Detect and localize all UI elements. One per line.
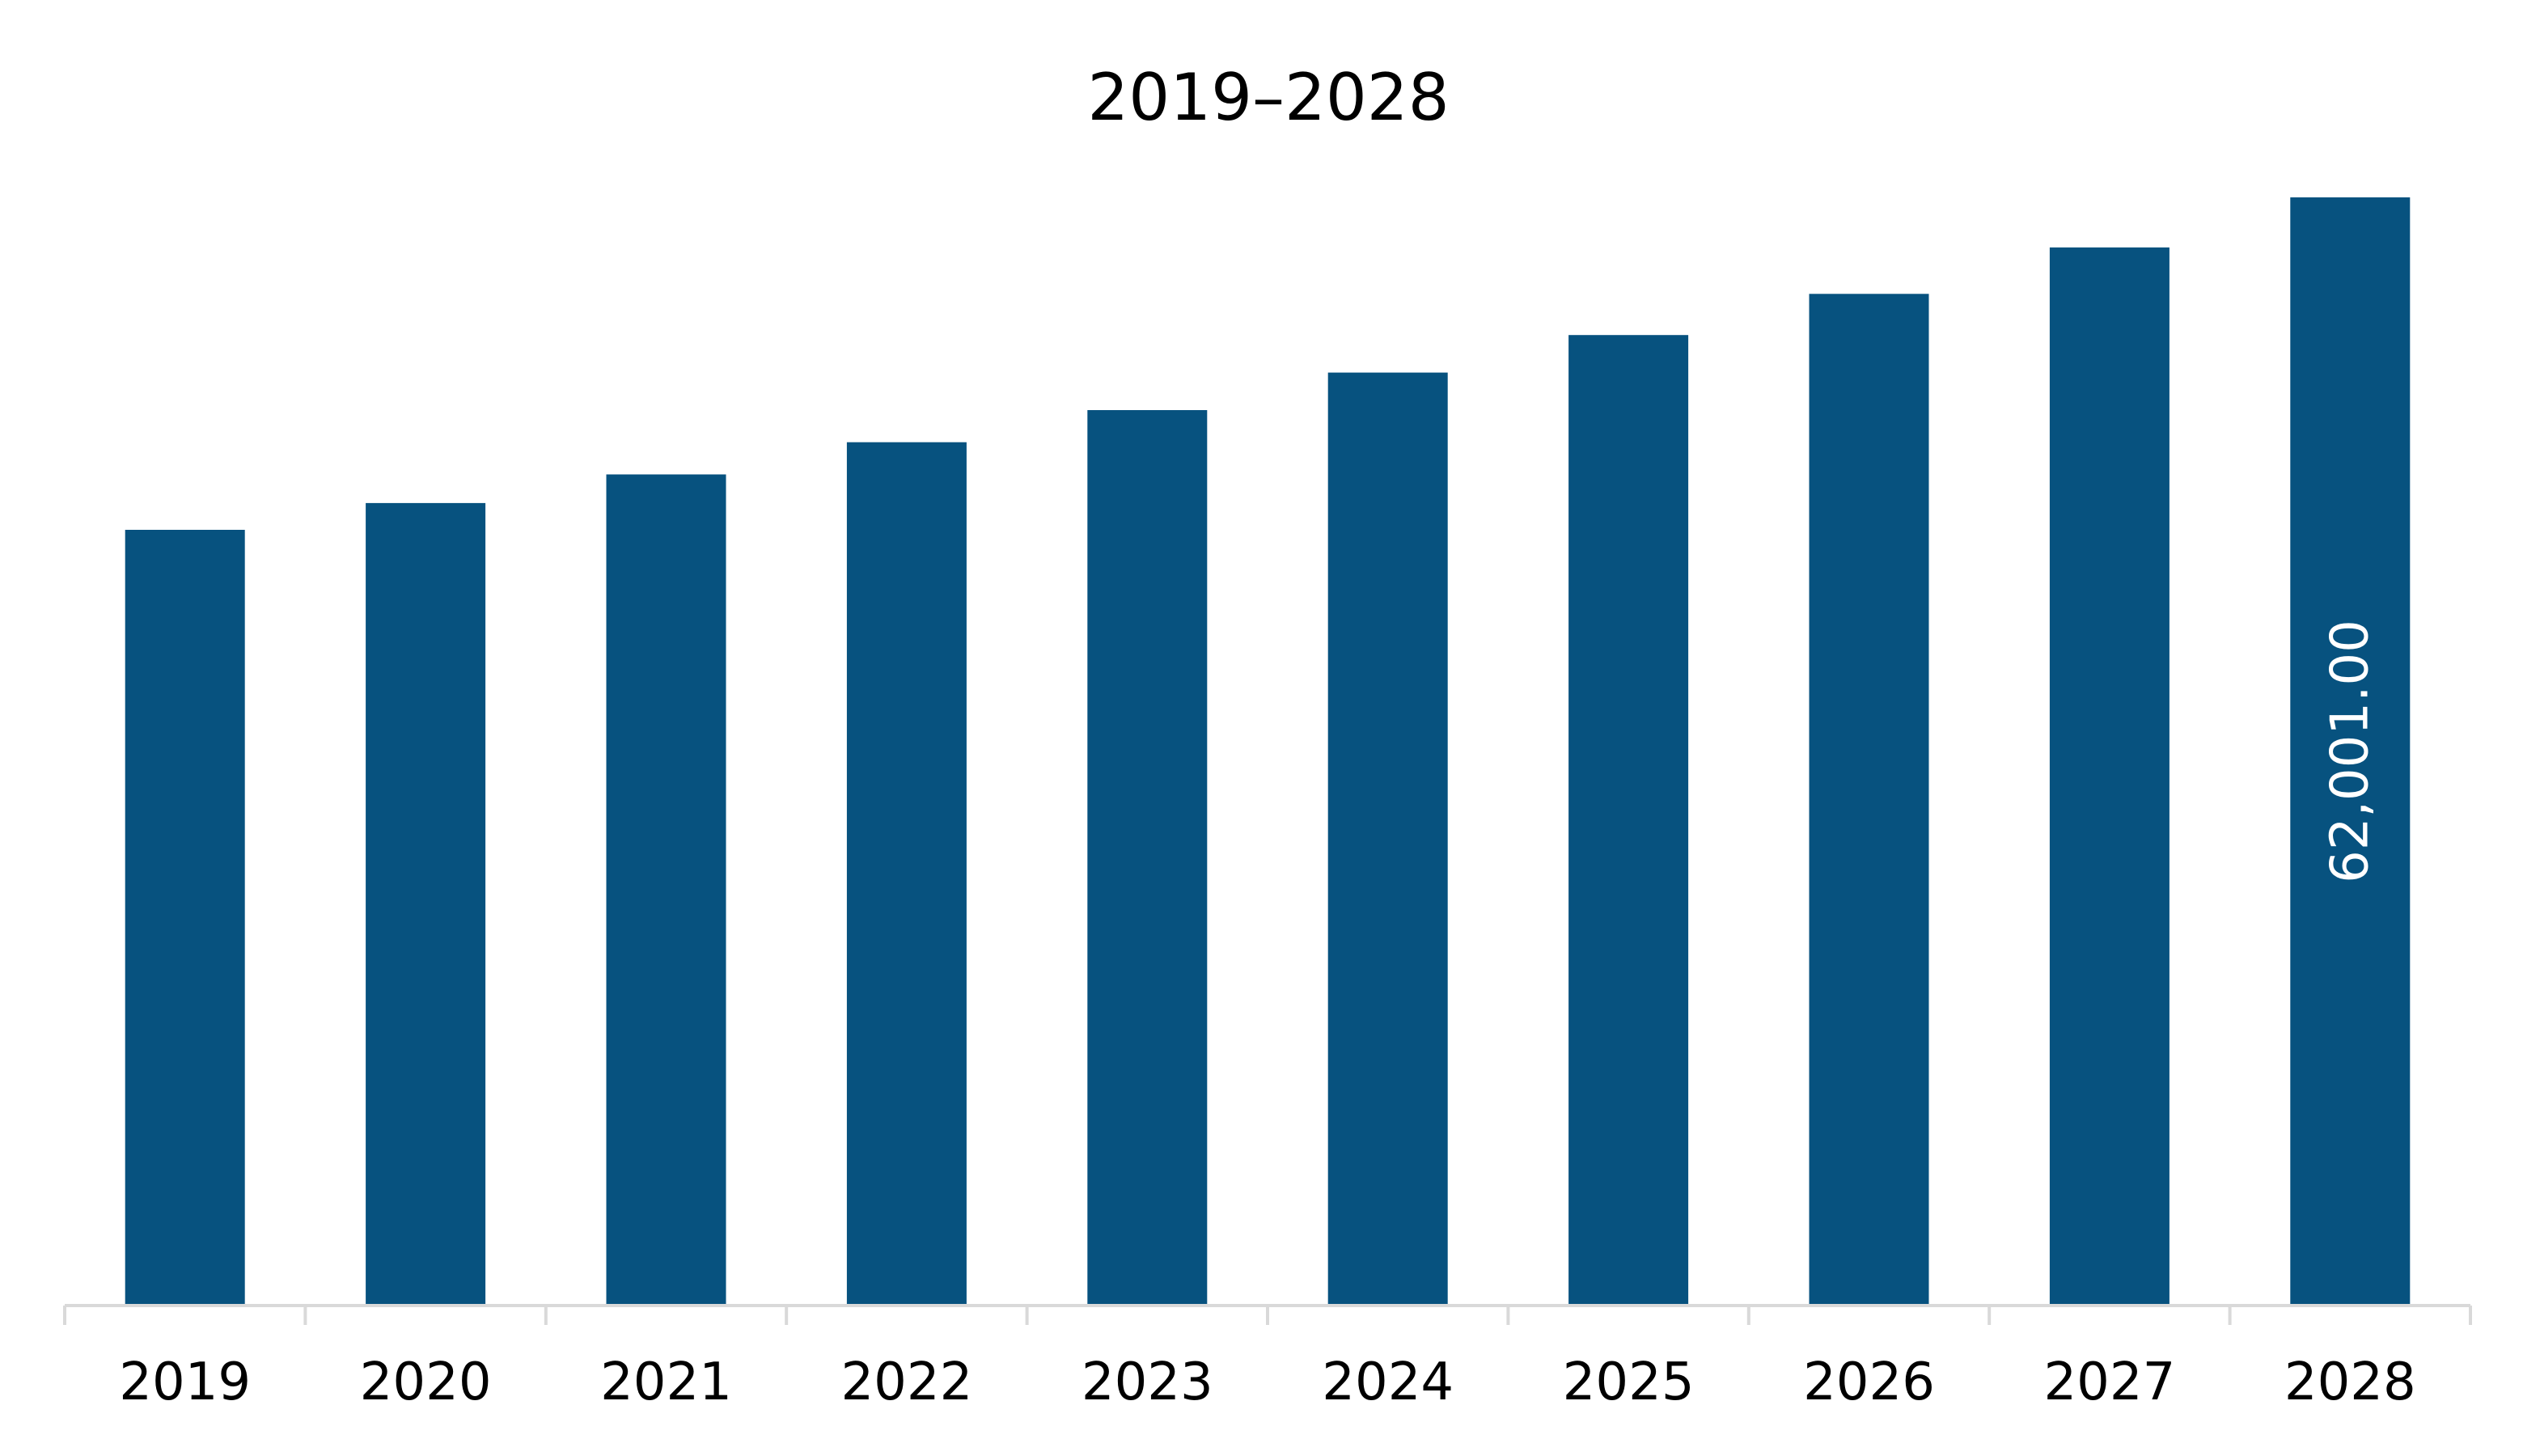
x-tick-label-2020: 2020 — [360, 1352, 492, 1412]
bar-2024 — [1327, 372, 1448, 1306]
x-axis — [63, 1304, 2472, 1325]
x-tick-label-2019: 2019 — [119, 1352, 251, 1412]
x-tick-label-2028: 2028 — [2284, 1352, 2416, 1412]
x-tick-label-2025: 2025 — [1563, 1352, 1695, 1412]
x-tick-label-2023: 2023 — [1082, 1352, 1213, 1412]
x-tick-label-2024: 2024 — [1322, 1352, 1454, 1412]
bar-2026 — [1809, 294, 1929, 1306]
bar-2025 — [1568, 335, 1689, 1306]
bar-2019 — [125, 530, 245, 1306]
bar-2022 — [846, 442, 967, 1306]
x-tick-label-2027: 2027 — [2043, 1352, 2175, 1412]
bar-2028 — [2290, 197, 2411, 1306]
bars-layer — [125, 197, 2411, 1306]
x-tick-label-2022: 2022 — [840, 1352, 972, 1412]
data-label-2028: 62,001.00 — [2320, 620, 2380, 883]
bar-2021 — [606, 474, 726, 1306]
x-tick-label-2026: 2026 — [1803, 1352, 1935, 1412]
x-tick-label-2021: 2021 — [600, 1352, 732, 1412]
data-labels: 62,001.00 — [2320, 620, 2380, 883]
chart-title: 2019–2028 — [1087, 60, 1449, 135]
bar-2020 — [366, 502, 486, 1306]
tick-labels: 2019 2020 2021 2022 2023 2024 2025 2026 2027 2028 — [119, 1352, 2415, 1412]
bar-2023 — [1087, 410, 1208, 1306]
bar-2027 — [2049, 247, 2170, 1306]
